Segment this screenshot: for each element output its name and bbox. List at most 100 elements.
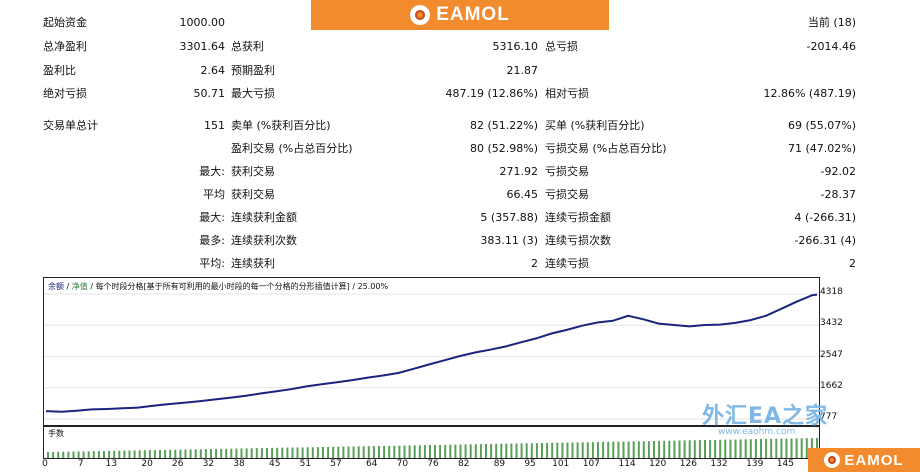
volume-bar [714,439,717,458]
label-total-net-profit: 总净盈利 [43,40,87,53]
volume-bar [398,445,401,458]
volume-bar [469,444,472,458]
volume-bar [57,451,60,458]
volume-bar [77,451,80,458]
volume-bar [362,446,365,458]
volume-bar [174,449,177,458]
value-largest-loss-trade: -92.02 [820,165,856,178]
label-average-consecutive: 平均: [199,257,225,270]
volume-bar [128,450,131,458]
volume-bar [194,449,197,458]
x-tick-label: 26 [172,459,184,469]
volume-bar [500,443,503,458]
volume-bar [622,441,625,458]
volume-bar [515,443,518,458]
label-long-positions: 买单 (%获利百分比) [545,119,645,132]
volume-bar [316,447,319,458]
value-max-consecutive-wins-count: 383.11 (3) [480,234,538,247]
x-tick-label: 32 [202,459,215,469]
volume-bar [678,440,681,458]
volume-bar [189,449,192,458]
x-tick-label: 120 [649,459,667,469]
volume-bar [184,449,187,458]
value-short-positions: 82 (51.22%) [469,119,538,132]
label-average: 平均 [203,188,225,201]
volume-bar [627,441,630,458]
x-tick-label: 95 [524,459,536,469]
volume-bar [754,439,757,458]
value-total-net-profit: 3301.64 [179,40,226,53]
volume-bar [505,443,508,458]
x-tick-label: 70 [396,459,409,469]
volume-bar [235,448,238,458]
volume-bar [775,438,778,458]
label-average-loss-trade: 亏损交易 [545,188,589,201]
volume-bar [87,451,90,458]
x-tick-label: 114 [618,459,636,469]
volume-bar [780,438,783,458]
volume-bar [688,440,691,458]
x-tick-label: 13 [105,459,118,469]
volume-bar [760,439,762,458]
volume-bar [276,447,279,458]
legend-balance: 余额 [48,282,64,291]
label-most: 最多: [199,234,225,247]
volume-bar [765,438,768,458]
x-tick-label: 82 [457,459,470,469]
volume-bar [576,442,579,458]
volume-bar [485,444,487,458]
volume-bar [704,440,706,458]
volume-bar [97,451,100,458]
label-expected-payoff: 预期盈利 [231,64,275,77]
balance-line [45,293,818,413]
volume-bar [296,447,299,458]
label-max-consecutive-wins-count: 连续获利次数 [231,234,297,247]
volume-bar [490,443,493,458]
banner-text: EAMOL [436,4,510,25]
volume-bar [790,438,793,458]
volume-bar [724,439,727,458]
volume-bar [286,447,289,458]
volume-bar [551,442,554,458]
value-average-loss-trade: -28.37 [820,188,856,201]
volume-bar [311,447,314,458]
volume-bar [388,445,391,458]
label-max-consecutive-losses-amount: 连续亏损金额 [545,211,611,224]
volume-bar [709,439,712,458]
volume-bar [123,450,126,458]
label-max-consecutive-losses-count: 连续亏损次数 [545,234,611,247]
value-gross-loss: -2014.46 [806,40,856,53]
x-tick-label: 126 [679,459,697,469]
volume-bar [561,442,564,458]
volume-bars [47,438,818,458]
x-tick-label: 0 [42,459,48,469]
value-relative-drawdown: 12.86% (487.19) [763,87,856,100]
volume-bar [658,440,661,458]
value-expected-payoff: 21.87 [506,64,539,77]
volume-bar [459,444,462,458]
volume-bar [322,447,324,458]
value-maximal-drawdown: 487.19 (12.86%) [445,87,538,100]
volume-bar [215,448,218,458]
volume-bar [571,442,574,458]
x-tick-label: 20 [141,459,153,469]
y-tick-label: 2547 [820,349,843,360]
volume-bar [418,445,421,458]
badge-text: EAMOL [844,451,904,469]
volume-bar [118,450,121,458]
volume-bar [291,447,294,458]
volume-bar [474,444,477,458]
volume-panel: 手数 [43,426,820,459]
volume-bar [464,444,467,458]
volume-bar [153,450,156,458]
label-avg-consecutive-losses: 连续亏损 [545,257,589,270]
volume-bar [698,440,701,458]
volume-bar [535,443,538,458]
brand-banner: EAMOL [311,0,609,30]
volume-bar [403,445,406,458]
volume-bar [357,446,360,458]
volume-bar [159,450,161,458]
volume-bar [352,446,355,458]
volume-bar [597,442,599,458]
volume-bar [800,438,803,458]
